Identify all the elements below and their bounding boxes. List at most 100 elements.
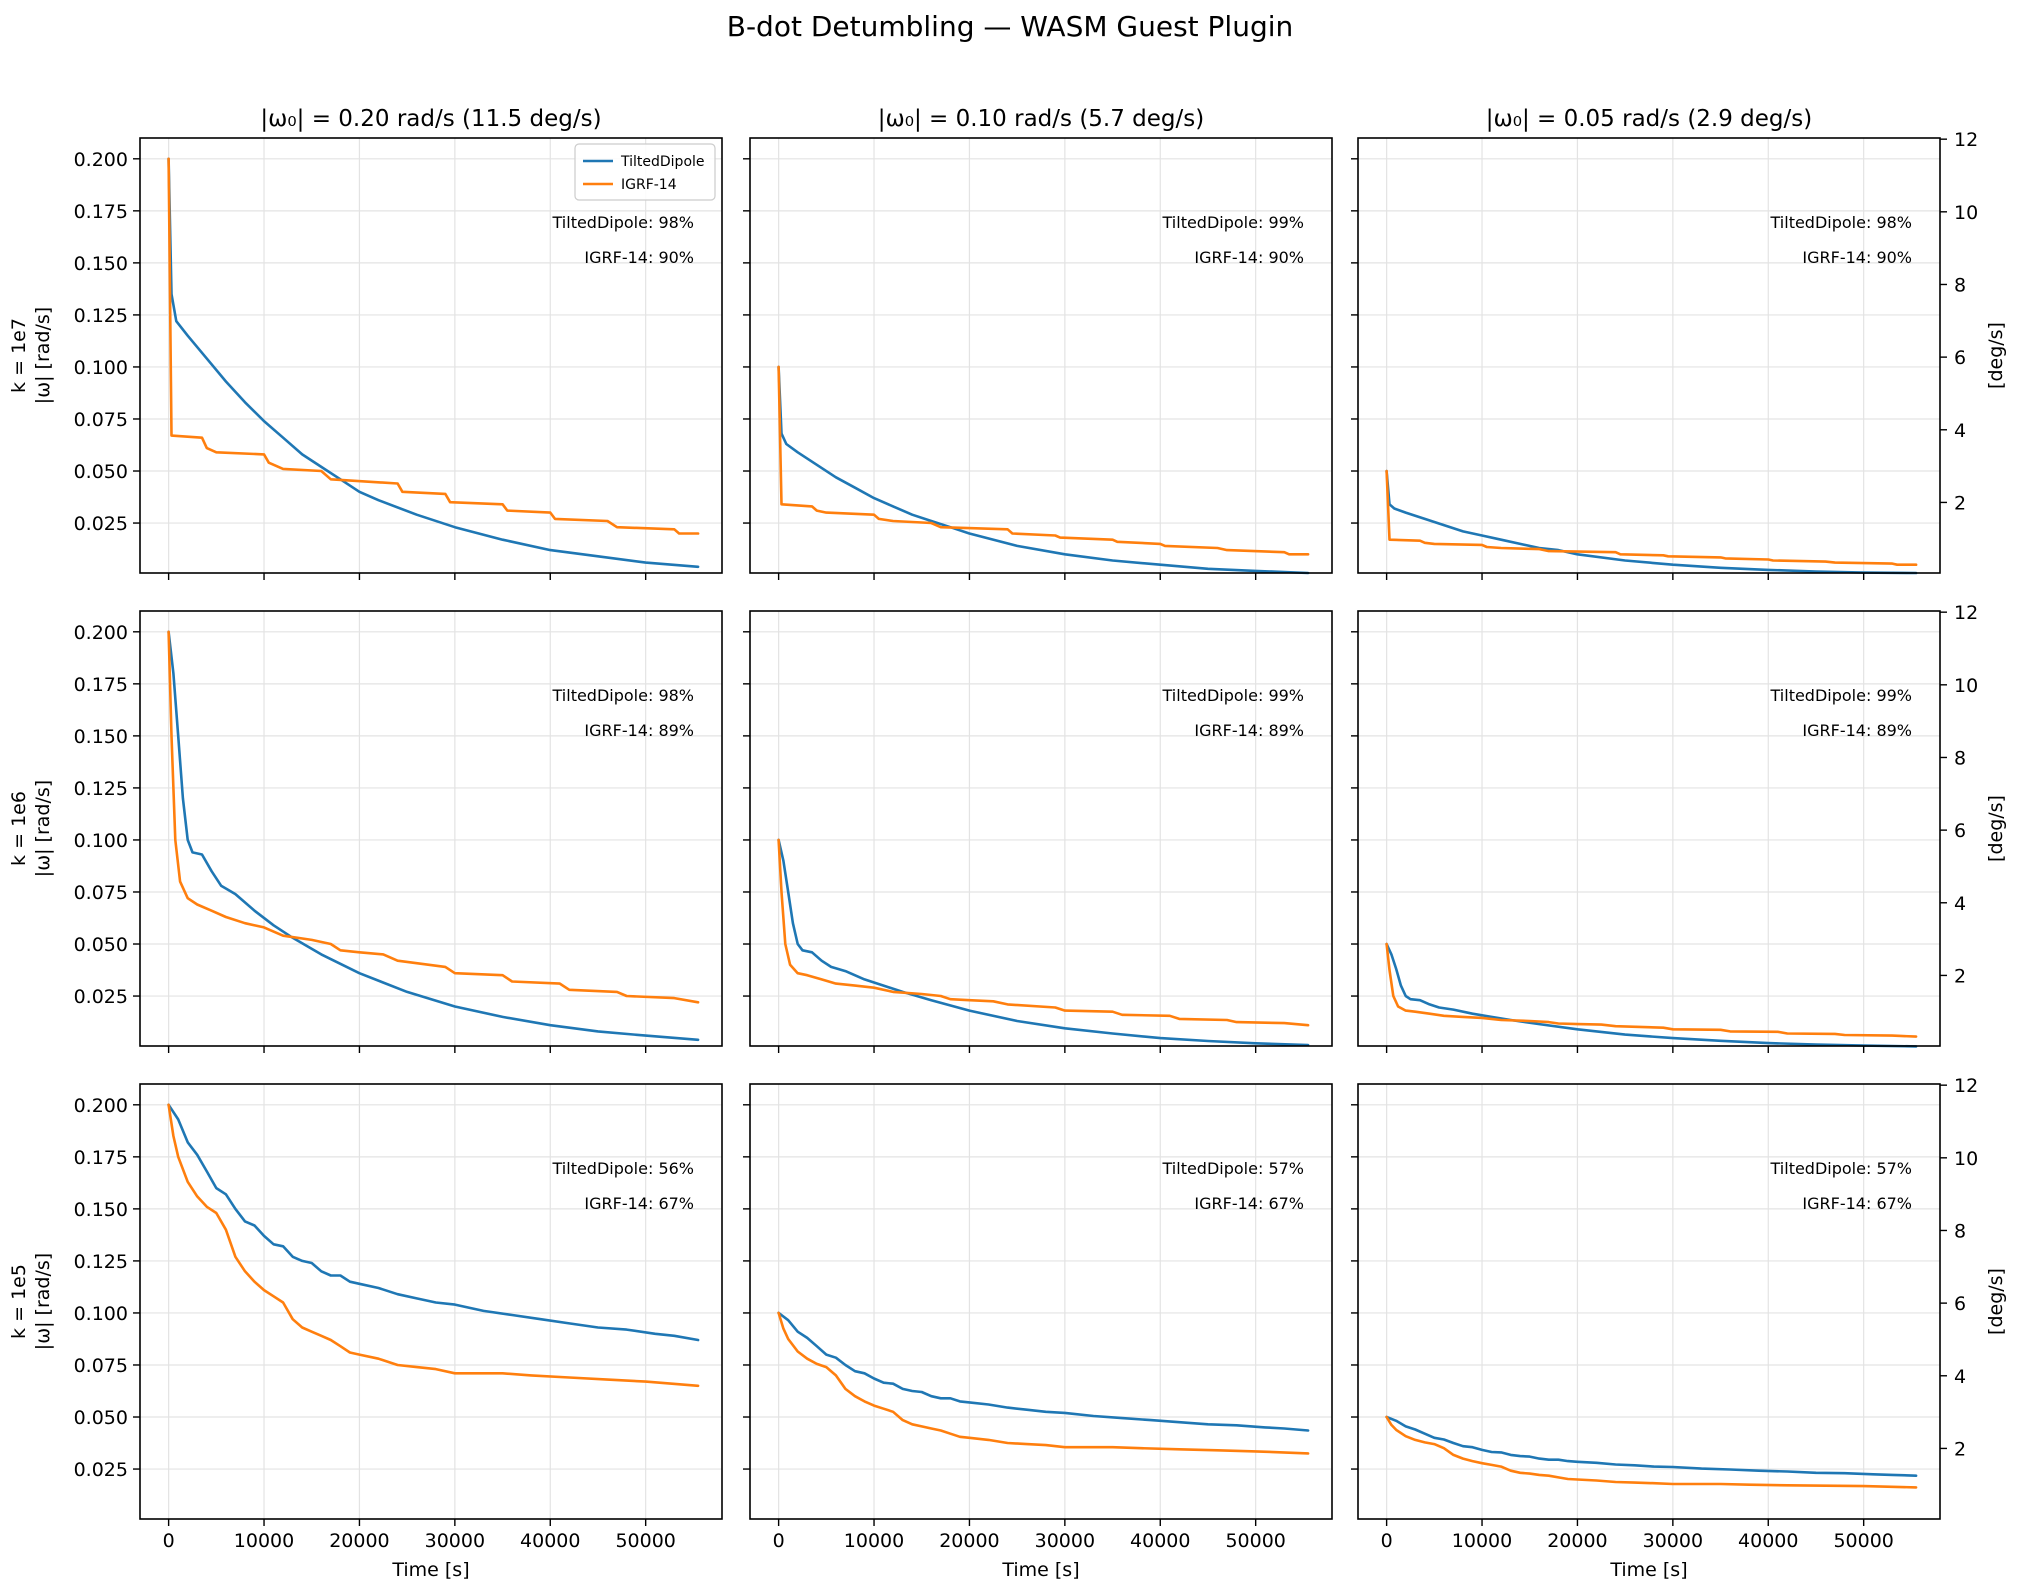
y-tick-label: 0.025 [74, 986, 128, 1008]
annotation-tilteddipole: TiltedDipole: 57% [1162, 1159, 1304, 1178]
series-line-igrf-14 [167, 630, 700, 1004]
right-tick-label: 10 [1954, 202, 1978, 224]
axes-frame [1357, 610, 1941, 1047]
x-tick-label: 50000 [1833, 1530, 1893, 1552]
y-tick-label: 0.125 [74, 1251, 128, 1273]
column-title: |ω₀| = 0.05 rad/s (2.9 deg/s) [1486, 106, 1813, 132]
series-line-tilteddipole [777, 365, 1310, 575]
y-axis-label: |ω| [rad/s] [32, 1253, 54, 1350]
right-tick-label: 10 [1954, 675, 1978, 697]
y-tick-label: 0.150 [74, 1199, 128, 1221]
y-axis-label: |ω| [rad/s] [32, 780, 54, 877]
annotation-igrf14: IGRF-14: 67% [1802, 1194, 1912, 1213]
right-axis-label: [deg/s] [1985, 1268, 2007, 1335]
panel-r0-c0: 0.025 0.050 0.075 0.100 0.125 0.150 0.175 0.200… [8, 106, 723, 580]
right-tick-label: 10 [1954, 1148, 1978, 1170]
panel-r1-c0: 0.025 0.050 0.075 0.100 0.125 0.150 0.175 0.200… [8, 610, 723, 1053]
right-tick-label: 8 [1954, 747, 1966, 769]
row-label: k = 1e6 [8, 791, 30, 866]
right-axis-label: [deg/s] [1985, 795, 2007, 862]
right-tick-label: 2 [1954, 1438, 1966, 1460]
right-tick-label: 2 [1954, 965, 1966, 987]
y-tick-label: 0.150 [74, 253, 128, 275]
right-tick-label: 12 [1954, 129, 1978, 151]
x-tick-label: 40000 [520, 1530, 580, 1552]
series-line-tilteddipole [1385, 942, 1918, 1048]
series-line-igrf-14 [1385, 1415, 1918, 1489]
series-line-tilteddipole [777, 1311, 1310, 1432]
y-axis-label: |ω| [rad/s] [32, 307, 54, 404]
y-tick-label: 0.175 [74, 201, 128, 223]
annotation-tilteddipole: TiltedDipole: 56% [552, 1159, 694, 1178]
x-tick-label: 10000 [1452, 1530, 1512, 1552]
y-tick-label: 0.150 [74, 726, 128, 748]
y-tick-label: 0.200 [74, 1095, 128, 1117]
series-line-tilteddipole [1385, 469, 1918, 575]
annotation-tilteddipole: TiltedDipole: 98% [1770, 213, 1912, 232]
x-tick-label: 20000 [939, 1530, 999, 1552]
x-tick-label: 50000 [615, 1530, 675, 1552]
annotation-igrf14: IGRF-14: 90% [584, 248, 694, 267]
series-line-tilteddipole [777, 838, 1310, 1047]
y-tick-label: 0.125 [74, 305, 128, 327]
series-line-igrf-14 [777, 365, 1310, 556]
right-tick-label: 4 [1954, 1366, 1966, 1388]
y-tick-label: 0.100 [74, 357, 128, 379]
y-tick-label: 0.050 [74, 1407, 128, 1429]
y-tick-label: 0.075 [74, 1355, 128, 1377]
panel-r2-c2: 0 10000 20000 30000 40000 50000 2 4 6 8 10 12 [deg/s… [1351, 1075, 2007, 1581]
series-line-igrf-14 [777, 838, 1310, 1027]
annotation-igrf14: IGRF-14: 89% [1802, 721, 1912, 740]
x-axis-label: Time [s] [1001, 1559, 1079, 1581]
annotation-igrf14: IGRF-14: 90% [1802, 248, 1912, 267]
right-tick-label: 6 [1954, 347, 1966, 369]
y-tick-label: 0.075 [74, 409, 128, 431]
axes-frame [749, 610, 1333, 1047]
right-tick-label: 8 [1954, 1220, 1966, 1242]
axes-frame [139, 610, 723, 1047]
panels-grid: 0.025 0.050 0.075 0.100 0.125 0.150 0.175 0.200… [8, 106, 2007, 1581]
y-tick-label: 0.075 [74, 882, 128, 904]
series-line-igrf-14 [167, 157, 700, 535]
right-tick-label: 4 [1954, 893, 1966, 915]
panel-r1-c2: 2 4 6 8 10 12 [deg/s] TiltedDipole: 99% IGRF-14:… [1351, 602, 2007, 1053]
series-line-tilteddipole [167, 1103, 700, 1342]
x-tick-label: 20000 [329, 1530, 389, 1552]
y-tick-label: 0.025 [74, 1459, 128, 1481]
axes-frame [749, 1083, 1333, 1520]
annotation-tilteddipole: TiltedDipole: 98% [552, 213, 694, 232]
series-line-igrf-14 [1385, 469, 1918, 566]
y-tick-label: 0.100 [74, 830, 128, 852]
y-tick-label: 0.050 [74, 934, 128, 956]
right-tick-label: 12 [1954, 602, 1978, 624]
row-label: k = 1e5 [8, 1264, 30, 1339]
panel-r0-c1: TiltedDipole: 99% IGRF-14: 90% |ω₀| = 0.10… [743, 106, 1333, 580]
x-tick-label: 30000 [1035, 1530, 1095, 1552]
annotation-igrf14: IGRF-14: 89% [584, 721, 694, 740]
annotation-tilteddipole: TiltedDipole: 99% [1162, 213, 1304, 232]
right-tick-label: 6 [1954, 1293, 1966, 1315]
panel-r2-c0: 0 10000 20000 30000 40000 50000 0.025 0.050 0.07… [8, 1083, 723, 1581]
y-tick-label: 0.200 [74, 149, 128, 171]
legend-label: TiltedDipole [620, 154, 705, 170]
right-tick-label: 4 [1954, 420, 1966, 442]
x-tick-label: 0 [1381, 1530, 1393, 1552]
axes-frame [1357, 1083, 1941, 1520]
x-axis-label: Time [s] [1609, 1559, 1687, 1581]
right-axis-label: [deg/s] [1985, 322, 2007, 389]
panel-r0-c2: 2 4 6 8 10 12 [deg/s] TiltedDipole: 98% IGRF-14:… [1351, 106, 2007, 580]
series-line-tilteddipole [167, 630, 700, 1042]
series-line-igrf-14 [1385, 942, 1918, 1038]
annotation-tilteddipole: TiltedDipole: 99% [1162, 686, 1304, 705]
x-tick-label: 30000 [425, 1530, 485, 1552]
x-tick-label: 40000 [1738, 1530, 1798, 1552]
right-tick-label: 8 [1954, 274, 1966, 296]
annotation-igrf14: IGRF-14: 67% [584, 1194, 694, 1213]
y-tick-label: 0.025 [74, 513, 128, 535]
annotation-tilteddipole: TiltedDipole: 98% [552, 686, 694, 705]
y-tick-label: 0.200 [74, 622, 128, 644]
right-tick-label: 12 [1954, 1075, 1978, 1097]
annotation-igrf14: IGRF-14: 67% [1194, 1194, 1304, 1213]
series-line-igrf-14 [777, 1311, 1310, 1455]
y-tick-label: 0.050 [74, 461, 128, 483]
